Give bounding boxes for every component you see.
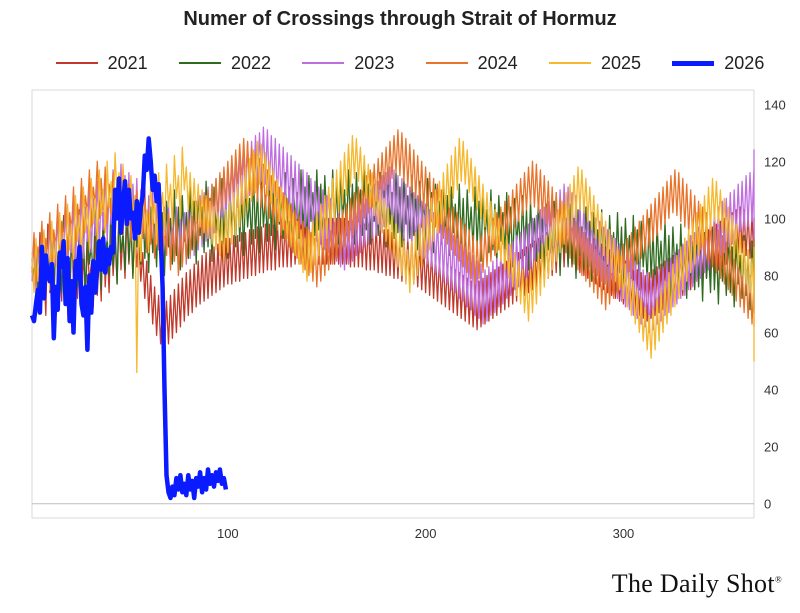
legend-label-2022: 2022 xyxy=(230,52,272,73)
brand-logo: The Daily Shot® xyxy=(612,569,782,599)
legend: 2021 2022 2023 2024 2025 2026 xyxy=(40,50,780,76)
series-layer xyxy=(29,126,755,501)
series-line-2026 xyxy=(29,136,229,501)
legend-item-2022: 2022 xyxy=(178,52,272,74)
legend-swatch-2025 xyxy=(548,62,591,64)
chart-title: Numer of Crossings through Strait of Hor… xyxy=(183,8,617,30)
legend-swatch-2026 xyxy=(672,60,715,66)
x-tick-label: 100 xyxy=(217,526,239,541)
legend-item-2024: 2024 xyxy=(425,52,518,74)
y-tick-label: 40 xyxy=(764,383,778,398)
y-axis: 0 20 40 60 80 100 120 140 xyxy=(764,97,786,511)
y-tick-label: 80 xyxy=(764,268,778,283)
brand-text: The Daily Shot xyxy=(611,569,775,598)
y-tick-label: 100 xyxy=(764,211,786,226)
y-tick-label: 20 xyxy=(764,440,778,455)
legend-item-2026: 2026 xyxy=(672,53,764,74)
legend-label-2026: 2026 xyxy=(724,52,765,73)
legend-label-2024: 2024 xyxy=(477,52,518,73)
x-axis: 100 200 300 xyxy=(217,526,634,541)
legend-label-2023: 2023 xyxy=(354,52,395,73)
y-tick-label: 60 xyxy=(764,326,778,341)
legend-label-2025: 2025 xyxy=(600,52,641,73)
series-line-2024 xyxy=(31,129,755,328)
x-tick-label: 200 xyxy=(415,526,437,541)
legend-swatch-2021 xyxy=(55,62,98,64)
y-tick-label: 120 xyxy=(764,154,786,169)
legend-item-2025: 2025 xyxy=(548,52,641,74)
x-tick-label: 300 xyxy=(613,526,635,541)
legend-swatch-2023 xyxy=(302,62,345,64)
y-tick-label: 0 xyxy=(764,497,771,512)
legend-item-2023: 2023 xyxy=(302,53,394,74)
legend-swatch-2022 xyxy=(178,62,221,64)
legend-label-2021: 2021 xyxy=(107,52,148,73)
y-tick-label: 140 xyxy=(764,97,786,112)
legend-swatch-2024 xyxy=(425,62,468,64)
legend-item-2021: 2021 xyxy=(55,52,148,74)
registered-mark: ® xyxy=(774,574,782,585)
